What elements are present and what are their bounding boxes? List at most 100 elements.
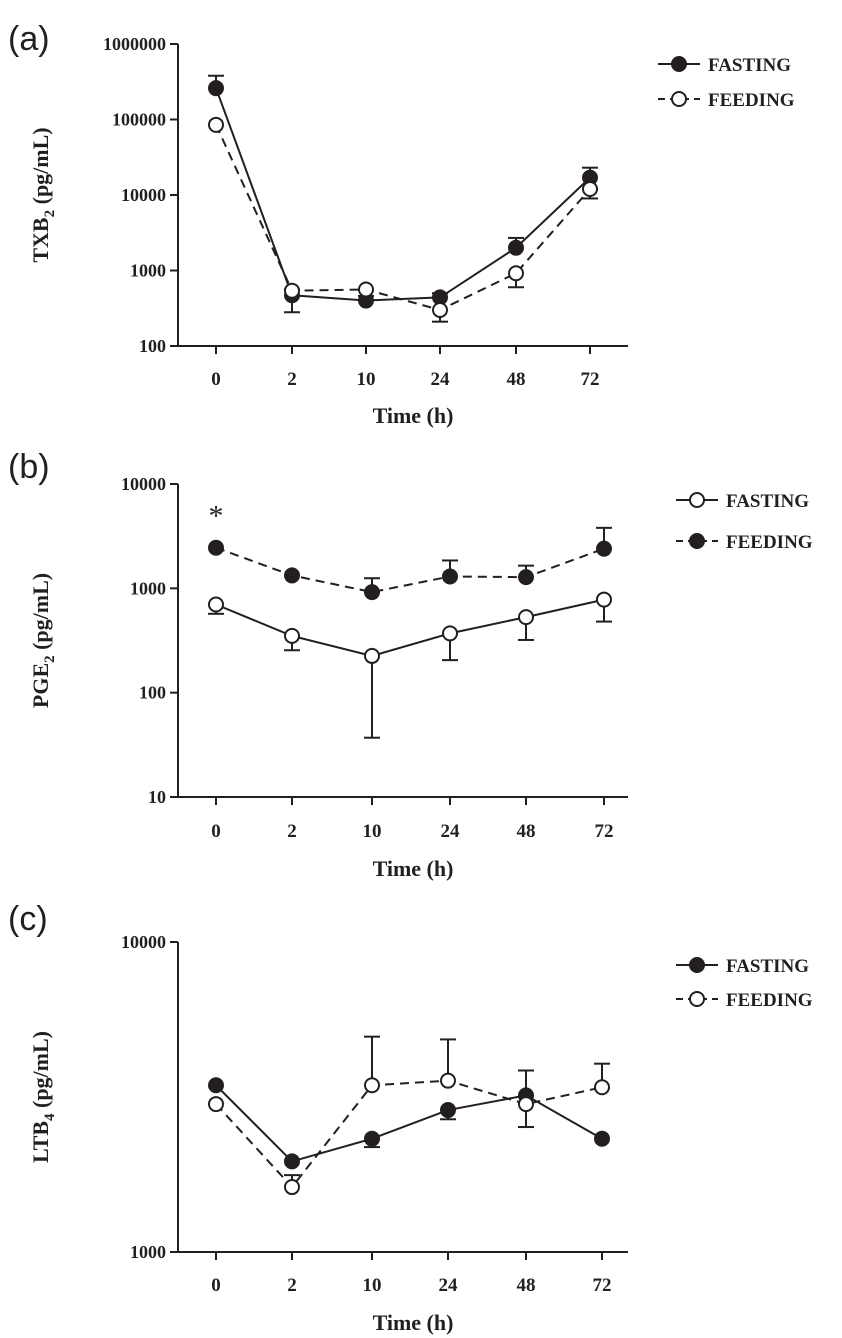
data-point-fasting	[208, 80, 224, 97]
x-tick-label: 0	[211, 369, 221, 390]
series-line-fasting	[215, 598, 605, 657]
legend-item-feeding: FEEDING	[658, 90, 795, 111]
x-tick-label: 10	[363, 821, 382, 842]
y-tick-label: 10000	[121, 185, 166, 205]
x-tick-label: 72	[595, 821, 614, 842]
x-tick-label: 24	[431, 369, 451, 390]
x-tick-label: 10	[357, 369, 376, 390]
legend-marker	[671, 56, 687, 72]
panel-label: (b)	[8, 448, 50, 486]
y-tick-label: 10000	[121, 474, 166, 494]
data-point-feeding	[358, 281, 374, 298]
x-tick-label: 48	[507, 369, 526, 390]
legend-item-feeding: FEEDING	[676, 532, 813, 553]
data-point-fasting	[208, 1077, 224, 1094]
y-tick-label: 1000	[130, 578, 166, 598]
y-tick-label: 10	[148, 787, 166, 807]
series-fasting	[208, 591, 612, 739]
y-axis-title-main: LTB	[28, 1121, 53, 1163]
y-axis-title: LTB4 (pg/mL)	[28, 1031, 58, 1163]
series-feeding	[208, 526, 612, 601]
data-point-fasting	[594, 1130, 610, 1147]
legend-label: FASTING	[726, 956, 809, 977]
data-point-feeding	[284, 567, 300, 584]
y-axis-title-subscript: 2	[42, 655, 58, 663]
x-tick-label: 48	[517, 1275, 536, 1296]
data-point-fasting	[440, 1102, 456, 1119]
panel-label: (c)	[8, 900, 48, 938]
data-point-feeding	[440, 1072, 456, 1089]
series-fasting	[208, 1069, 610, 1170]
legend-marker	[689, 957, 705, 973]
series-line-fasting	[215, 87, 591, 302]
data-point-feeding	[364, 584, 380, 601]
y-tick-label: 1000	[130, 261, 166, 281]
data-point-feeding	[596, 540, 612, 557]
data-point-feeding	[364, 1077, 380, 1094]
legend-label: FEEDING	[726, 990, 813, 1011]
x-axis-title: Time (h)	[373, 403, 454, 428]
x-axis-title: Time (h)	[373, 1310, 454, 1335]
series-line-feeding	[215, 124, 591, 312]
chart-panel-a: (a) 100 1000 10000 100000 1000000 0 2 10 24 48 72 Ti…	[8, 20, 795, 428]
series-feeding	[208, 1035, 610, 1196]
x-axis-title: Time (h)	[373, 856, 454, 881]
series-fasting	[208, 74, 598, 314]
legend-marker	[689, 533, 705, 549]
data-point-feeding	[208, 1096, 224, 1113]
x-tick-label: 72	[581, 369, 600, 390]
data-point-fasting	[364, 1130, 380, 1147]
data-point-feeding	[208, 539, 224, 556]
chart-panel-b: (b) 10 100 1000 10000 0 2 10 24 48 72 Time (h) PGE2 …	[8, 448, 813, 881]
panel-label: (a)	[8, 20, 50, 58]
y-axis-title-main: TXB	[28, 217, 53, 263]
y-tick-label: 100000	[112, 110, 166, 130]
chart-panel-c: (c) 1000 10000 0 2 10 24 48 72 Time (h) LTB4 (pg/m…	[8, 900, 813, 1335]
data-point-fasting	[284, 627, 300, 644]
legend-label: FEEDING	[708, 90, 795, 111]
data-point-feeding	[208, 116, 224, 133]
data-point-feeding	[518, 1096, 534, 1113]
x-tick-label: 2	[287, 1275, 297, 1296]
significance-star: *	[209, 500, 224, 533]
legend-item-fasting: FASTING	[676, 491, 809, 512]
y-tick-label: 100	[139, 683, 166, 703]
y-axis-title: PGE2 (pg/mL)	[28, 573, 58, 708]
data-point-fasting	[208, 596, 224, 613]
data-point-fasting	[518, 609, 534, 626]
y-axis-title-main: PGE	[28, 663, 53, 708]
legend-label: FEEDING	[726, 532, 813, 553]
data-point-feeding	[284, 282, 300, 299]
series-line-fasting	[215, 1084, 603, 1163]
legend-item-fasting: FASTING	[658, 55, 791, 76]
legend-item-feeding: FEEDING	[676, 990, 813, 1011]
data-point-feeding	[582, 181, 598, 198]
x-tick-label: 24	[441, 821, 461, 842]
data-point-feeding	[518, 569, 534, 586]
legend-label: FASTING	[708, 55, 791, 76]
data-point-fasting	[284, 1153, 300, 1170]
y-tick-label: 100	[139, 336, 166, 356]
y-tick-label: 1000	[130, 1242, 166, 1262]
data-point-feeding	[594, 1079, 610, 1096]
x-tick-label: 2	[287, 369, 297, 390]
y-axis-title-unit: (pg/mL)	[28, 1031, 53, 1114]
y-axis-title-unit: (pg/mL)	[28, 127, 53, 210]
y-tick-label: 10000	[121, 932, 166, 952]
x-tick-label: 10	[363, 1275, 382, 1296]
data-point-fasting	[508, 239, 524, 256]
y-axis-title-unit: (pg/mL)	[28, 573, 53, 656]
x-tick-label: 72	[593, 1275, 612, 1296]
x-tick-label: 0	[211, 821, 221, 842]
series-line-feeding	[215, 1079, 603, 1189]
data-point-feeding	[508, 265, 524, 282]
data-point-feeding	[442, 568, 458, 585]
legend-item-fasting: FASTING	[676, 956, 809, 977]
legend-marker	[671, 91, 687, 107]
data-point-fasting	[364, 647, 380, 664]
data-point-fasting	[596, 591, 612, 608]
y-axis-title: TXB2 (pg/mL)	[28, 127, 58, 262]
legend-marker	[689, 492, 705, 508]
series-line-feeding	[215, 546, 605, 594]
data-point-feeding	[432, 301, 448, 318]
